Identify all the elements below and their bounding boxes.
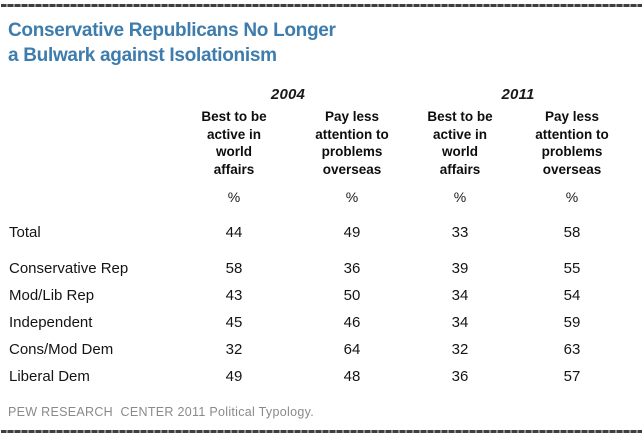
value-cell: 64 <box>343 341 361 358</box>
value-cell: 45 <box>225 314 243 331</box>
value-cell: 55 <box>563 260 581 277</box>
table-body: Total 44 49 33 58 Conservative Rep 58 36 39 55 Mod… <box>8 218 630 390</box>
row-label: Mod/Lib Rep <box>9 287 95 304</box>
value-cell: 63 <box>563 341 581 358</box>
value-cell: 59 <box>563 314 581 331</box>
figure-content: Conservative Republicans No Longer a Bul… <box>8 18 630 419</box>
row-label: Cons/Mod Dem <box>9 341 114 358</box>
value-cell: 36 <box>343 260 361 277</box>
value-cell: 43 <box>225 287 243 304</box>
row-label: Conservative Rep <box>9 260 129 277</box>
value-cell: 36 <box>451 368 469 385</box>
value-cell: 32 <box>451 341 469 358</box>
bottom-rule <box>1 430 642 433</box>
percent-sign: % <box>565 189 579 205</box>
year-group-2011: 2011 <box>501 86 535 103</box>
table-row: Total 44 49 33 58 <box>8 218 630 246</box>
row-label: Liberal Dem <box>9 368 90 385</box>
row-label: Independent <box>9 314 93 331</box>
value-cell: 44 <box>225 223 243 241</box>
top-rule <box>1 4 642 7</box>
row-label: Total <box>9 223 41 241</box>
value-cell: 54 <box>563 287 581 304</box>
value-cell: 50 <box>343 287 361 304</box>
value-cell: 34 <box>451 287 469 304</box>
title-line-1: Conservative Republicans No Longer <box>8 20 336 41</box>
table-row: Conservative Rep 58 36 39 55 <box>8 255 630 282</box>
value-cell: 48 <box>343 368 361 385</box>
value-cell: 49 <box>343 223 361 241</box>
value-cell: 34 <box>451 314 469 331</box>
value-cell: 57 <box>563 368 581 385</box>
column-header: Best to be active in world affairs <box>427 109 493 177</box>
value-cell: 58 <box>563 223 581 241</box>
percent-sign: % <box>345 189 359 205</box>
table-row: Mod/Lib Rep 43 50 34 54 <box>8 282 630 309</box>
column-header-row: Best to be active in world affairs Pay l… <box>8 108 630 178</box>
value-cell: 46 <box>343 314 361 331</box>
table-row: Liberal Dem 49 48 36 57 <box>8 363 630 390</box>
year-group-row: 2004 2011 <box>8 83 630 103</box>
table-row: Independent 45 46 34 59 <box>8 309 630 336</box>
value-cell: 33 <box>451 223 469 241</box>
column-header: Pay less attention to problems overseas <box>535 109 609 177</box>
percent-sign: % <box>453 189 467 205</box>
year-group-2004: 2004 <box>270 86 306 103</box>
page-title: Conservative Republicans No Longer a Bul… <box>8 18 630 68</box>
value-cell: 58 <box>225 260 243 277</box>
value-cell: 49 <box>225 368 243 385</box>
source-note: PEW RESEARCH CENTER 2011 Political Typol… <box>8 405 314 419</box>
value-cell: 39 <box>451 260 469 277</box>
column-header: Pay less attention to problems overseas <box>315 109 389 177</box>
table-row: Cons/Mod Dem 32 64 32 63 <box>8 336 630 363</box>
unit-row: % % % % <box>8 187 630 207</box>
column-header: Best to be active in world affairs <box>201 109 267 177</box>
percent-sign: % <box>227 189 241 205</box>
title-line-2: a Bulwark against Isolationism <box>8 45 277 66</box>
value-cell: 32 <box>225 341 243 358</box>
